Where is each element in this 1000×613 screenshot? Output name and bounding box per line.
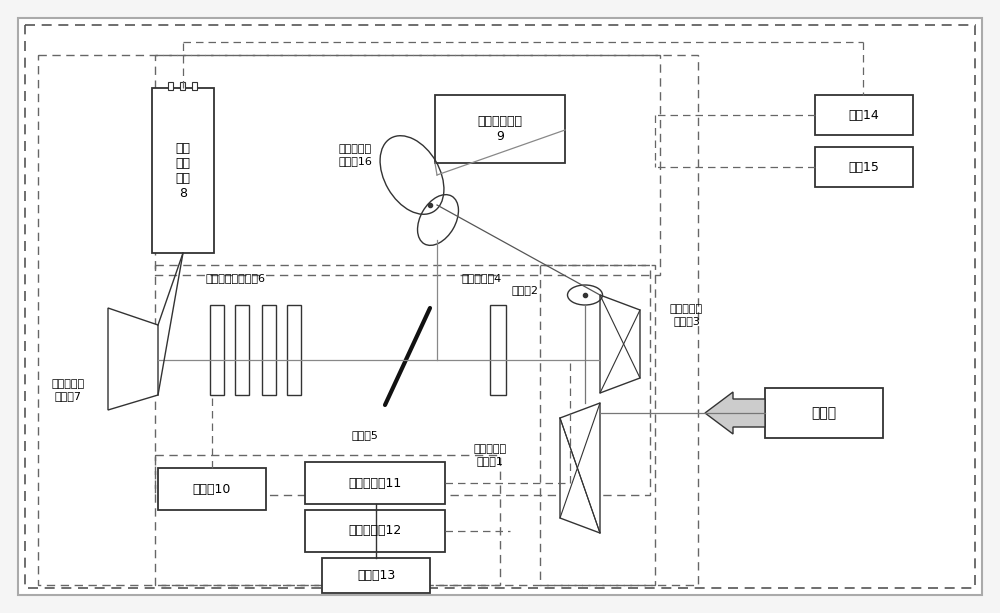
- Bar: [490, 305, 506, 395]
- Bar: [192, 82, 197, 90]
- Text: 高轴抛物面
反射镜3: 高轴抛物面 反射镜3: [670, 304, 703, 326]
- Text: 铟镓砷探测器
9: 铟镓砷探测器 9: [478, 115, 522, 143]
- Bar: [180, 82, 185, 90]
- Bar: [158, 468, 266, 510]
- Bar: [38, 55, 698, 585]
- Bar: [765, 388, 883, 438]
- Text: 电源14: 电源14: [849, 109, 879, 121]
- Bar: [815, 95, 913, 135]
- Polygon shape: [560, 403, 600, 533]
- Text: 高轴抛物面
反射镜7: 高轴抛物面 反射镜7: [51, 379, 85, 401]
- Bar: [235, 305, 249, 395]
- Text: 电源15: 电源15: [849, 161, 879, 173]
- Bar: [815, 147, 913, 187]
- Text: 法布里珀罗干涉仪6: 法布里珀罗干涉仪6: [205, 273, 265, 283]
- Text: 工控机13: 工控机13: [357, 569, 395, 582]
- FancyArrow shape: [705, 392, 765, 434]
- Bar: [155, 455, 500, 585]
- Polygon shape: [600, 295, 640, 393]
- Bar: [262, 305, 276, 395]
- Bar: [152, 88, 214, 253]
- Bar: [155, 55, 660, 275]
- Bar: [322, 558, 430, 593]
- Bar: [287, 305, 301, 395]
- Text: 离轴抛物面
反射镜16: 离轴抛物面 反射镜16: [338, 144, 372, 166]
- Bar: [305, 510, 445, 552]
- Text: 锁相放大器12: 锁相放大器12: [348, 525, 402, 538]
- Text: 高轴抛物面
反射镜1: 高轴抛物面 反射镜1: [473, 444, 507, 466]
- Bar: [305, 462, 445, 504]
- Text: 前置滤波器4: 前置滤波器4: [462, 273, 502, 283]
- Polygon shape: [108, 308, 158, 410]
- Text: 分光镜5: 分光镜5: [352, 430, 378, 440]
- Bar: [168, 82, 173, 90]
- Bar: [155, 265, 650, 495]
- Text: 铟镓
砷探
测器
8: 铟镓 砷探 测器 8: [176, 142, 191, 199]
- Text: 入射光: 入射光: [811, 406, 837, 420]
- Text: 斩波器2: 斩波器2: [512, 285, 538, 295]
- Text: 锁相放大器11: 锁相放大器11: [348, 476, 402, 490]
- Bar: [540, 265, 655, 585]
- Bar: [435, 95, 565, 163]
- Text: 温控箱10: 温控箱10: [193, 482, 231, 495]
- Bar: [210, 305, 224, 395]
